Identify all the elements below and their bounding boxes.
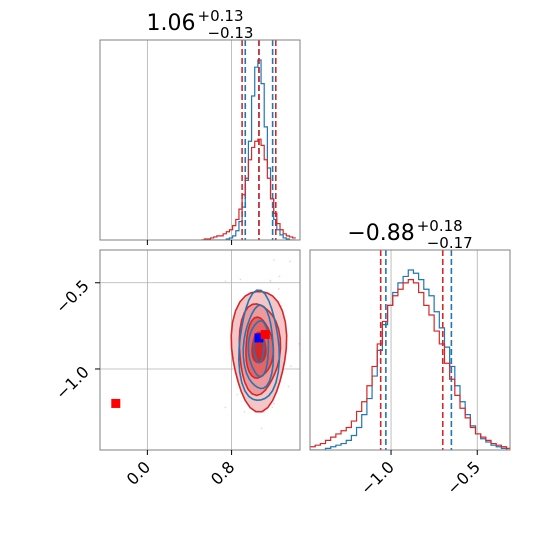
sample-point <box>280 304 283 307</box>
histogram-series-1 <box>310 279 510 450</box>
title-y: −0.88 +0.18 −0.17 <box>347 217 472 252</box>
sample-point <box>224 280 227 283</box>
sample-point <box>271 406 274 408</box>
sample-point <box>269 279 272 282</box>
axes-frame <box>309 249 511 451</box>
grid <box>146 40 232 240</box>
ticks: 0.0 0.8 −0.5 −1.0 <box>52 276 238 489</box>
sample-point <box>263 411 265 413</box>
sample-point <box>236 393 239 396</box>
histogram-panel-x: 1.06 +0.13 −0.13 <box>99 7 301 245</box>
sample-point <box>278 288 280 290</box>
contour-plot <box>111 218 329 430</box>
y-tick-label: −1.0 <box>52 362 93 403</box>
marker-2 <box>111 398 121 408</box>
marker-1 <box>260 329 270 339</box>
sample-point <box>273 259 275 261</box>
sample-point <box>224 406 227 409</box>
sample-point <box>243 410 246 413</box>
contour-line-level-2 <box>247 319 270 378</box>
contour-line-level-0 <box>238 289 281 401</box>
histogram-plot <box>310 250 510 450</box>
contour-line-level-1 <box>242 304 275 390</box>
grid <box>390 250 478 450</box>
sample-point <box>260 427 263 430</box>
x-tick-label: 0.8 <box>207 457 238 488</box>
histogram-plot <box>201 40 296 240</box>
sample-point <box>302 295 304 297</box>
histogram-series-0 <box>201 59 296 240</box>
y-tick-label: −0.5 <box>52 276 93 317</box>
sample-point <box>269 281 272 283</box>
axes-frame <box>99 39 301 241</box>
title-x: 1.06 +0.13 −0.13 <box>147 7 254 42</box>
sample-point <box>290 365 292 368</box>
histogram-panel-y: −1.0 −0.5 −0.88 +0.18 −0.17 <box>309 217 511 498</box>
sample-point <box>289 260 291 263</box>
sample-point <box>327 332 329 334</box>
contour-panel: 0.0 0.8 −0.5 −1.0 <box>52 218 329 489</box>
x-tick-label: −0.5 <box>443 457 484 498</box>
x-tick-label: 0.0 <box>123 457 154 488</box>
sample-point <box>249 218 251 220</box>
sample-point <box>273 402 275 405</box>
histogram-series-0 <box>310 269 510 450</box>
sample-point <box>239 278 242 281</box>
x-ticks: −1.0 −0.5 <box>357 450 484 498</box>
marker-0 <box>254 333 264 343</box>
x-tick-label: −1.0 <box>357 457 398 498</box>
sample-point <box>287 385 290 388</box>
axes-frame <box>99 249 301 451</box>
x-ticks <box>146 240 233 245</box>
histogram-series-1 <box>201 138 296 240</box>
sample-point <box>278 275 281 278</box>
